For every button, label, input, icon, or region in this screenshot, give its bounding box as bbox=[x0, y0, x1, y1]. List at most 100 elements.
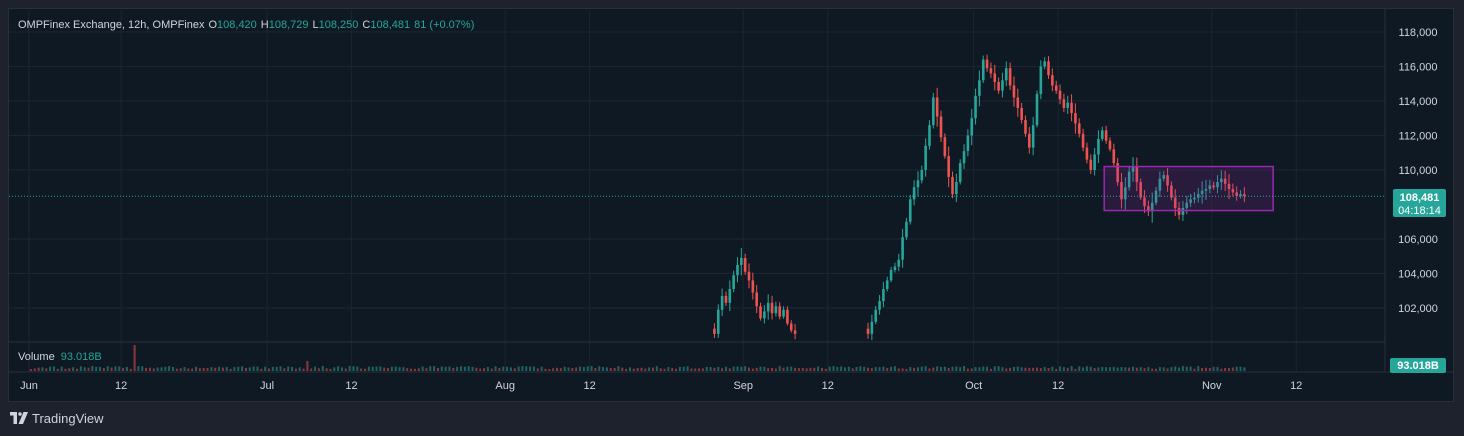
candle bbox=[1135, 157, 1139, 192]
range-rectangle-drawing[interactable] bbox=[1103, 165, 1274, 212]
volume-bar bbox=[337, 366, 340, 371]
candle bbox=[1093, 147, 1096, 176]
candle-body bbox=[1058, 90, 1062, 100]
volume-bar bbox=[114, 366, 117, 371]
candle bbox=[1004, 61, 1008, 87]
candle bbox=[720, 288, 724, 317]
volume-bar bbox=[91, 366, 94, 371]
volume-bar bbox=[452, 367, 455, 371]
volume-bar bbox=[1178, 367, 1181, 371]
volume-bar bbox=[375, 366, 378, 371]
candle bbox=[766, 294, 770, 320]
volume-bar bbox=[1231, 367, 1234, 371]
volume-bar bbox=[471, 366, 474, 371]
candle bbox=[1216, 175, 1219, 194]
price-tick-label: 118,000 bbox=[1399, 27, 1438, 39]
time-tick-label: 12 bbox=[345, 380, 357, 392]
volume-bar bbox=[940, 366, 942, 371]
candle bbox=[759, 302, 762, 321]
candle-body bbox=[1047, 61, 1050, 76]
candle-body bbox=[878, 301, 881, 310]
volume-bar bbox=[997, 366, 1000, 371]
candle bbox=[1150, 192, 1154, 223]
volume-bar bbox=[260, 368, 263, 371]
volume-bar bbox=[1120, 367, 1123, 371]
candle bbox=[1070, 94, 1073, 122]
volume-bar bbox=[1201, 368, 1204, 371]
volume-bar bbox=[1005, 368, 1008, 371]
volume-bar bbox=[575, 367, 578, 371]
candle-body bbox=[789, 323, 793, 331]
candle bbox=[1058, 84, 1062, 105]
candle bbox=[740, 248, 743, 276]
volume-bar bbox=[486, 366, 489, 371]
candle bbox=[1243, 187, 1246, 203]
volume-bar bbox=[794, 367, 797, 371]
volume-bar bbox=[1151, 368, 1154, 371]
volume-bar bbox=[532, 366, 535, 371]
legend-low-value: 108,250 bbox=[318, 19, 359, 31]
candle-body bbox=[724, 295, 728, 303]
volume-label[interactable]: Volume bbox=[18, 351, 55, 363]
legend-high-label: H bbox=[260, 19, 269, 31]
volume-bar bbox=[429, 366, 432, 371]
candle-body bbox=[1235, 192, 1238, 196]
price-axis[interactable]: 118,000 116,000 114,000 112,000 110,000 106,0… bbox=[1398, 27, 1438, 315]
volume-bar bbox=[202, 367, 205, 371]
candle-body bbox=[958, 163, 962, 183]
candle bbox=[1143, 190, 1146, 213]
volume-bar bbox=[686, 366, 689, 371]
volume-bar bbox=[264, 366, 267, 371]
candle bbox=[1085, 142, 1089, 164]
volume-bar bbox=[932, 367, 935, 371]
candle bbox=[1116, 158, 1119, 186]
legend-symbol[interactable]: OMPFinex Exchange, 12h, OMPFinex bbox=[18, 19, 205, 31]
time-axis[interactable]: Jun 12 Jul 12 Aug 12 Sep 12 Oct 12 Nov 12 bbox=[20, 380, 1302, 392]
volume-bar bbox=[506, 366, 509, 371]
candle-body bbox=[1170, 185, 1173, 198]
volume-bar bbox=[1024, 367, 1027, 371]
candle bbox=[870, 314, 874, 341]
volume-bar bbox=[755, 367, 758, 371]
volume-bar bbox=[1220, 368, 1223, 371]
volume-bar bbox=[1235, 366, 1238, 371]
candle-body bbox=[1070, 102, 1073, 114]
candle-body bbox=[1208, 185, 1212, 189]
volume-bar bbox=[456, 366, 459, 371]
brand[interactable]: TradingView bbox=[10, 410, 104, 426]
price-tick-label: 114,000 bbox=[1399, 96, 1438, 108]
candle bbox=[958, 159, 962, 185]
candle-body bbox=[1028, 133, 1031, 148]
candle-body bbox=[1204, 188, 1208, 191]
volume-bar bbox=[924, 366, 927, 371]
volume-bar bbox=[1009, 367, 1012, 371]
volume-bar bbox=[1181, 366, 1184, 371]
candle bbox=[1104, 125, 1108, 144]
volume-bar bbox=[122, 368, 125, 371]
candle-body bbox=[1147, 206, 1150, 212]
volume-bar bbox=[974, 367, 977, 371]
volume-bar bbox=[1059, 366, 1062, 371]
candle bbox=[789, 320, 793, 333]
candle-body bbox=[1097, 138, 1100, 155]
volume-bar bbox=[1062, 367, 1065, 371]
candle-body bbox=[716, 309, 720, 334]
candle-body bbox=[1001, 80, 1004, 91]
volume-bar bbox=[268, 368, 270, 371]
volume-bar bbox=[740, 366, 743, 371]
candle bbox=[920, 165, 924, 184]
volume-bar bbox=[867, 367, 870, 371]
candle bbox=[1120, 172, 1123, 209]
volume-bar bbox=[145, 367, 148, 371]
candle-body bbox=[943, 137, 947, 157]
volume-bar bbox=[410, 368, 413, 371]
candles[interactable] bbox=[713, 54, 1246, 341]
volume-bar bbox=[1043, 366, 1046, 371]
candle bbox=[1062, 93, 1066, 113]
chart-frame[interactable] bbox=[8, 8, 1454, 402]
volume-bar bbox=[736, 366, 739, 371]
volume-bar bbox=[1193, 368, 1196, 371]
volume-legend: Volume 93.018B bbox=[18, 351, 102, 363]
candle-body bbox=[947, 156, 950, 177]
